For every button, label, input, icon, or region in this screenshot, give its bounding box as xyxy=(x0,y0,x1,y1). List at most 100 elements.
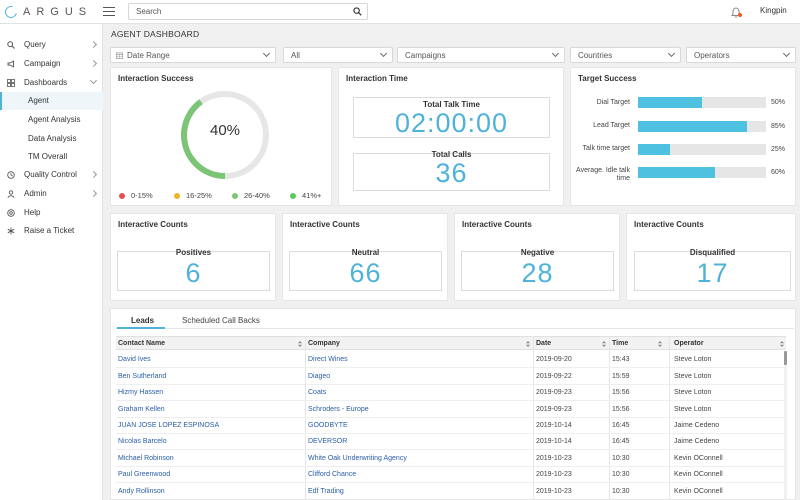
table-row[interactable]: Michael Robinson White Oak Underwriting … xyxy=(116,451,786,467)
column-header-company[interactable]: Company xyxy=(308,340,340,347)
count-value: 6 xyxy=(185,258,202,288)
contact-name-link[interactable]: Nicolas Barcelo xyxy=(118,438,167,445)
column-divider xyxy=(533,336,534,500)
chevron-down-icon xyxy=(551,49,560,58)
sidebar-item-tm-overall[interactable]: TM Overall xyxy=(0,148,103,166)
table-row[interactable]: Nicolas Barcelo DEVERSOR 2019-10-14 16:4… xyxy=(116,434,786,450)
target-bar-track xyxy=(638,97,766,108)
contact-name-link[interactable]: Graham Kellen xyxy=(118,406,165,413)
search-icon[interactable] xyxy=(353,7,362,16)
date-range-filter[interactable]: Date Range xyxy=(110,47,276,63)
argus-logo[interactable]: ARGUS xyxy=(2,3,93,21)
notification-bell-icon[interactable] xyxy=(731,7,741,18)
table-row[interactable]: JUAN JOSE LOPEZ ESPINOSA GOODBYTE 2019-1… xyxy=(116,418,786,434)
sort-icon[interactable] xyxy=(602,341,606,347)
page-title: AGENT DASHBOARD xyxy=(111,29,200,39)
table-row[interactable]: Andy Rollinson Edf Trading 2019-10-23 10… xyxy=(116,484,786,500)
table-row[interactable]: Paul Greenwood Clifford Chance 2019-10-2… xyxy=(116,467,786,483)
filter-label: All xyxy=(291,51,300,60)
company-link[interactable]: Clifford Chance xyxy=(308,471,357,478)
table-scrollbar-thumb[interactable] xyxy=(784,351,787,365)
company-link[interactable]: DEVERSOR xyxy=(308,438,348,445)
tab-scheduled-call-backs[interactable]: Scheduled Call Backs xyxy=(182,316,260,325)
target-label: Average. Idle talk time xyxy=(576,167,630,182)
date-cell: 2019-10-14 xyxy=(536,422,572,429)
tab-leads[interactable]: Leads xyxy=(131,316,155,325)
filter-label: Operators xyxy=(694,51,730,60)
contact-name-link[interactable]: Paul Greenwood xyxy=(118,471,171,478)
sort-icon[interactable] xyxy=(658,341,662,347)
sort-icon[interactable] xyxy=(526,341,530,347)
sidebar-item-admin[interactable]: Admin xyxy=(0,185,103,203)
column-header-operator[interactable]: Operator xyxy=(674,340,704,347)
filter-label: Date Range xyxy=(127,51,170,60)
card-title: Interactive Counts xyxy=(462,220,532,229)
sidebar-item-help[interactable]: Help xyxy=(0,204,103,222)
date-cell: 2019-09-22 xyxy=(536,373,572,380)
company-link[interactable]: White Oak Underwriting Agency xyxy=(308,455,407,462)
table-row[interactable]: Hizmy Hassen Coats 2019-09-23 15:56 Stev… xyxy=(116,385,786,401)
contact-name-link[interactable]: David Ives xyxy=(118,356,151,363)
date-cell: 2019-09-23 xyxy=(536,406,572,413)
operators-filter[interactable]: Operators xyxy=(686,47,796,63)
company-link[interactable]: Edf Trading xyxy=(308,488,344,495)
table-row[interactable]: David Ives Direct Wines 2019-09-20 15:43… xyxy=(116,352,786,368)
campaigns-filter[interactable]: Campaigns xyxy=(397,47,565,63)
total-calls-value: 36 xyxy=(435,158,468,188)
sidebar-item-query[interactable]: Query xyxy=(0,36,103,54)
sidebar-item-quality-control[interactable]: Quality Control xyxy=(0,166,103,184)
legend-label: 0-15% xyxy=(131,191,153,200)
company-link[interactable]: Coats xyxy=(308,389,327,396)
contact-name-link[interactable]: Michael Robinson xyxy=(118,455,174,462)
user-icon xyxy=(7,190,15,198)
chevron-right-icon xyxy=(89,40,98,49)
total-calls-box: Total Calls 36 xyxy=(353,150,550,191)
company-link[interactable]: Direct Wines xyxy=(308,356,348,363)
contact-name-link[interactable]: Andy Rollinson xyxy=(118,488,165,495)
column-header-date[interactable]: Date xyxy=(536,340,552,347)
company-link[interactable]: GOODBYTE xyxy=(308,422,348,429)
operator-cell: Steve Loton xyxy=(674,356,712,363)
company-link[interactable]: Diageo xyxy=(308,373,331,380)
sort-icon[interactable] xyxy=(298,341,302,347)
legend-item-mid: 16-25% xyxy=(174,191,212,200)
date-cell: 2019-10-23 xyxy=(536,455,572,462)
talk-time-label: Total Talk Time xyxy=(423,100,480,109)
sidebar-item-raise-ticket[interactable]: Raise a Ticket xyxy=(0,222,103,240)
chevron-right-icon xyxy=(89,170,98,179)
sort-icon[interactable] xyxy=(780,341,784,347)
user-menu[interactable]: Kingpin xyxy=(760,6,787,15)
time-cell: 16:45 xyxy=(612,438,630,445)
date-cell: 2019-09-23 xyxy=(536,389,572,396)
sidebar-item-label: Dashboards xyxy=(24,78,68,87)
countries-filter[interactable]: Countries xyxy=(570,47,681,63)
tab-divider xyxy=(116,328,794,329)
sidebar-item-label: Quality Control xyxy=(24,170,77,179)
logo-text: ARGUS xyxy=(23,6,93,18)
hamburger-menu-icon[interactable] xyxy=(103,7,115,17)
contact-name-link[interactable]: Hizmy Hassen xyxy=(118,389,164,396)
sidebar-item-dashboards[interactable]: Dashboards xyxy=(0,74,103,92)
count-label: Neutral xyxy=(351,248,380,257)
all-filter[interactable]: All xyxy=(283,47,393,63)
column-header-time[interactable]: Time xyxy=(612,340,629,347)
gauge-value-arc xyxy=(181,91,269,179)
search-input[interactable] xyxy=(129,4,339,19)
count-card-positives: Interactive Counts Positives 6 xyxy=(110,213,276,301)
contact-name-link[interactable]: JUAN JOSE LOPEZ ESPINOSA xyxy=(118,422,220,429)
legend-item-low: 0-15% xyxy=(119,191,153,200)
sidebar-item-agent-analysis[interactable]: Agent Analysis xyxy=(0,111,103,129)
company-link[interactable]: Schroders - Europe xyxy=(308,406,369,413)
contact-name-link[interactable]: Ben Sutherland xyxy=(118,373,167,380)
table-row[interactable]: Ben Sutherland Diageo 2019-09-22 15:59 S… xyxy=(116,369,786,385)
sidebar-item-label: Admin xyxy=(24,189,47,198)
interaction-success-card: Interaction Success xyxy=(110,67,332,206)
filter-label: Countries xyxy=(578,51,613,60)
table-row[interactable]: Graham Kellen Schroders - Europe 2019-09… xyxy=(116,402,786,418)
column-header-contact-name[interactable]: Contact Name xyxy=(118,340,166,347)
legend-label: 16-25% xyxy=(186,191,212,200)
sidebar-item-campaign[interactable]: Campaign xyxy=(0,55,103,73)
chevron-right-icon xyxy=(89,59,98,68)
sidebar-item-agent[interactable]: Agent xyxy=(0,92,103,110)
sidebar-item-data-analysis[interactable]: Data Analysis xyxy=(0,130,103,148)
